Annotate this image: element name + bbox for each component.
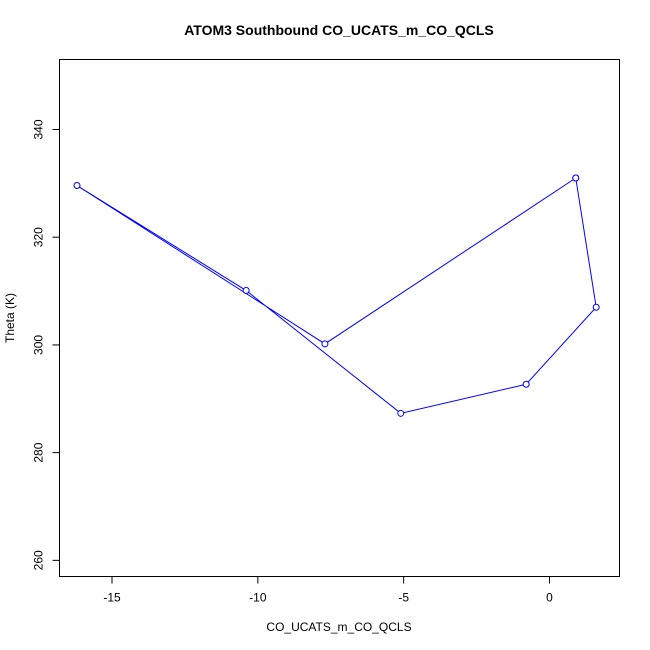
x-tick-label: -15 xyxy=(103,591,121,605)
data-point xyxy=(242,287,250,295)
data-point xyxy=(397,409,405,417)
y-axis: 260 280 300 320 340 xyxy=(32,119,60,570)
data-point xyxy=(592,303,600,311)
series-layer xyxy=(73,174,600,417)
y-tick-label: 340 xyxy=(32,119,46,139)
data-point xyxy=(572,174,580,182)
chart-title: ATOM3 Southbound CO_UCATS_m_CO_QCLS xyxy=(184,22,494,38)
series-line xyxy=(76,177,597,414)
y-tick-label: 280 xyxy=(32,442,46,462)
x-axis-label: CO_UCATS_m_CO_QCLS xyxy=(266,620,411,634)
y-tick-label: 260 xyxy=(32,550,46,570)
x-axis: -15 -10 -5 0 xyxy=(103,576,553,605)
y-tick-label: 320 xyxy=(32,227,46,247)
x-tick-label: -5 xyxy=(398,591,409,605)
data-point xyxy=(321,340,329,348)
plot-area xyxy=(59,59,620,577)
y-tick-label: 300 xyxy=(32,335,46,355)
x-tick-label: 0 xyxy=(546,591,553,605)
y-axis-label: Theta (K) xyxy=(3,293,17,343)
data-point xyxy=(73,182,81,190)
x-tick-label: -10 xyxy=(249,591,267,605)
data-point xyxy=(522,380,530,388)
